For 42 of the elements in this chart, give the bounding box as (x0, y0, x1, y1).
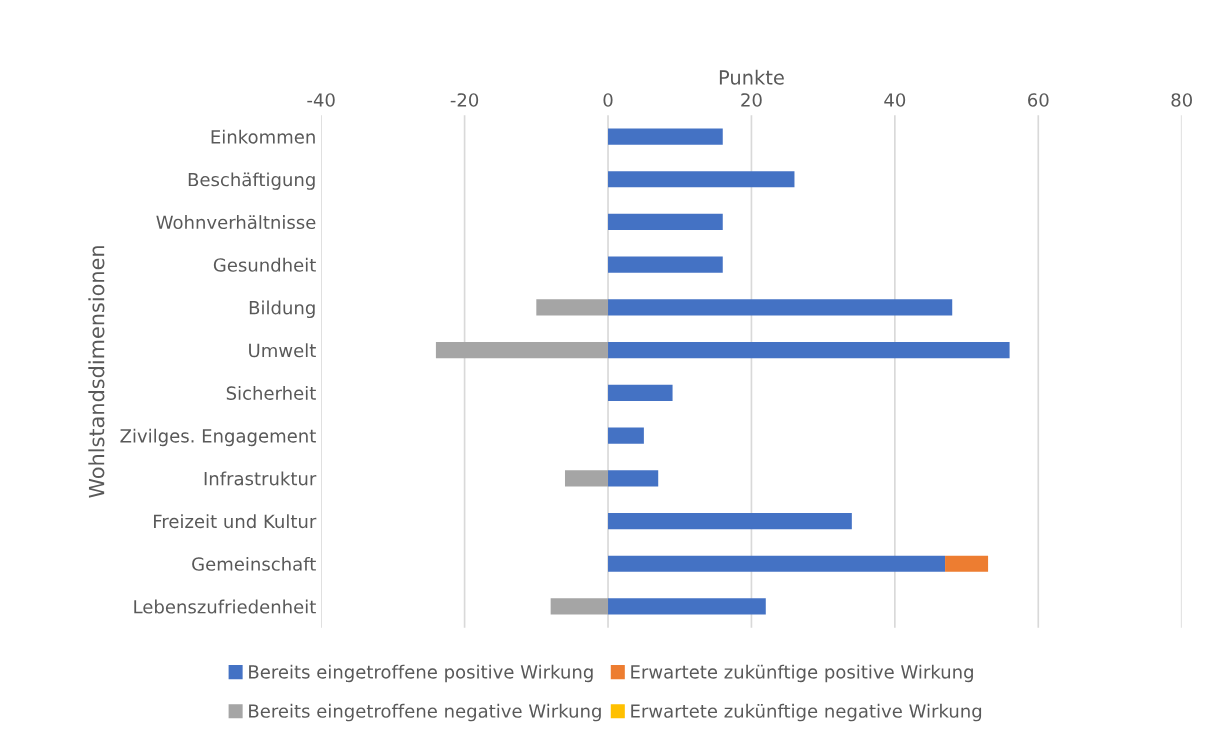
legend-label: Bereits eingetroffene positive Wirkung (249, 664, 593, 683)
bar (608, 171, 795, 188)
bar (435, 342, 609, 359)
y-tick-label: Gesundheit (213, 257, 316, 272)
bar (608, 213, 723, 231)
y-axis-title: Wohlstandsdimensionen (88, 246, 105, 498)
x-tick-label: 40 (884, 93, 906, 107)
bar (608, 470, 659, 487)
x-tick-label: -20 (450, 93, 479, 107)
bar (945, 555, 989, 572)
y-tick-label: Freizeit und Kultur (154, 514, 317, 529)
x-tick-label: 80 (1171, 93, 1192, 107)
bar (536, 299, 609, 316)
bar (550, 598, 609, 615)
x-tick-label: 60 (1028, 93, 1049, 107)
bar (608, 555, 946, 572)
bar (608, 128, 723, 145)
bar (608, 427, 644, 444)
y-tick-label: Einkommen (211, 129, 315, 144)
y-tick-label: Sicherheit (226, 386, 316, 400)
x-tick-label: 0 (603, 93, 613, 107)
x-axis-title: Punkte (719, 69, 784, 85)
x-tick-label: -40 (307, 93, 335, 107)
y-tick-label: Lebenszufriedenheit (134, 599, 316, 614)
y-tick-label: Beschäftigung (188, 172, 315, 190)
bar (608, 256, 723, 273)
legend-label: Erwartete zukünftige positive Wirkung (631, 664, 973, 683)
legend-label: Bereits eingetroffene negative Wirkung (249, 703, 601, 722)
bar (608, 598, 766, 615)
bar (564, 470, 609, 487)
legend-label: Erwartete zukünftige negative Wirkung (631, 703, 982, 722)
y-tick-label: Wohnverhältnisse (156, 215, 316, 230)
y-tick-label: Zivilges. Engagement (120, 428, 316, 447)
x-tick-label: 20 (741, 93, 762, 107)
y-tick-label: Infrastruktur (204, 471, 317, 486)
y-tick-label: Gemeinschaft (192, 556, 316, 571)
bar (608, 342, 1010, 359)
y-tick-label: Umwelt (249, 343, 316, 358)
y-tick-label: Bildung (249, 300, 315, 319)
bar (608, 512, 852, 530)
bar (608, 384, 673, 401)
bar (608, 299, 953, 316)
